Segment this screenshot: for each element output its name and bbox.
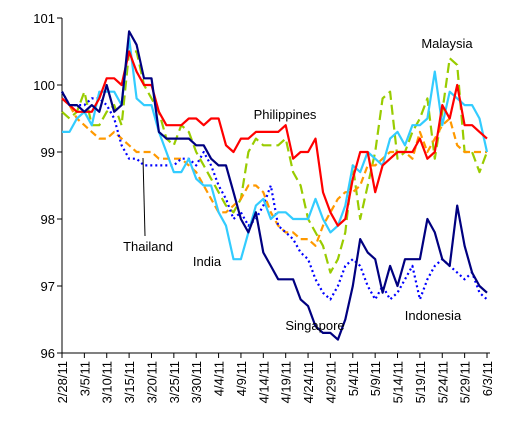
series-label: Philippines xyxy=(254,107,317,122)
x-tick-label: 2/28/11 xyxy=(55,361,70,403)
x-tick-label: 5/29/11 xyxy=(458,361,473,403)
x-tick-label: 3/20/11 xyxy=(144,361,159,403)
x-tick-label: 5/19/11 xyxy=(413,361,428,403)
series-label: Thailand xyxy=(123,239,173,254)
x-tick-label: 5/4/11 xyxy=(346,361,361,396)
y-tick-label: 101 xyxy=(33,11,55,26)
series-label: India xyxy=(193,254,222,269)
y-tick-label: 96 xyxy=(41,346,55,361)
x-tick-label: 4/14/11 xyxy=(256,361,271,403)
leader-line xyxy=(142,157,146,237)
x-tick-label: 4/24/11 xyxy=(301,361,316,403)
y-tick-label: 100 xyxy=(33,78,55,93)
x-tick-label: 3/30/11 xyxy=(189,361,204,403)
x-tick-label: 4/9/11 xyxy=(234,361,249,396)
x-tick-label: 4/19/11 xyxy=(279,361,294,403)
x-tick-label: 6/3/11 xyxy=(480,361,495,396)
y-tick-label: 99 xyxy=(41,145,55,160)
x-tick-label: 4/4/11 xyxy=(212,361,227,396)
series-line xyxy=(61,30,488,341)
x-tick-label: 5/24/11 xyxy=(435,361,450,403)
series-line xyxy=(61,50,488,227)
x-tick-label: 4/29/11 xyxy=(323,361,338,403)
series-label: Malaysia xyxy=(421,36,473,51)
y-tick-label: 97 xyxy=(41,279,55,294)
series-line xyxy=(62,37,489,261)
y-tick-label: 98 xyxy=(41,212,55,227)
x-tick-label: 3/5/11 xyxy=(77,361,92,396)
x-tick-label: 3/15/11 xyxy=(122,361,137,403)
series-label: Indonesia xyxy=(405,308,462,323)
series-label: Singapore xyxy=(285,318,344,333)
x-tick-label: 5/14/11 xyxy=(391,361,406,403)
x-tick-label: 5/9/11 xyxy=(368,361,383,396)
x-tick-label: 3/25/11 xyxy=(167,361,182,403)
x-tick-label: 3/10/11 xyxy=(100,361,115,403)
